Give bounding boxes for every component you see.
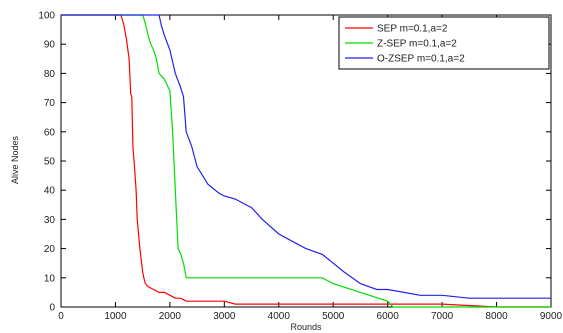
x-tick-label: 7000: [431, 311, 454, 322]
series-line-2: [61, 14, 551, 308]
y-tick-label: 0: [49, 303, 55, 314]
y-axis-label: Alive Nodes: [10, 135, 20, 184]
x-tick-label: 3000: [213, 311, 236, 322]
y-tick-label: 20: [44, 244, 56, 255]
legend-label-3: O-ZSEP m=0.1,a=2: [377, 54, 465, 65]
y-tick-label: 90: [44, 40, 56, 51]
legend: SEP m=0.1,a=2 Z-SEP m=0.1,a=2 O-ZSEP m=0.1…: [338, 16, 550, 70]
y-tick-label: 100: [38, 11, 55, 22]
y-tick-label: 80: [44, 69, 56, 80]
x-tick-label: 6000: [377, 311, 400, 322]
x-tick-label: 9000: [540, 311, 563, 322]
legend-label-2: Z-SEP m=0.1,a=2: [377, 39, 457, 50]
series-line-3: [61, 14, 551, 299]
series-lines: [61, 14, 551, 308]
x-tick-label: 8000: [485, 311, 508, 322]
x-axis-label: Rounds: [290, 322, 322, 332]
axis-ticks: 0 1000 2000 3000 4000 5000 6000 7000 8000 9000 0 10…: [38, 11, 562, 323]
y-tick-label: 40: [44, 186, 56, 197]
y-tick-label: 60: [44, 127, 56, 138]
y-tick-label: 30: [44, 215, 56, 226]
y-tick-label: 50: [44, 157, 56, 168]
legend-label-1: SEP m=0.1,a=2: [377, 24, 448, 35]
x-tick-label: 1000: [104, 311, 127, 322]
x-tick-label: 4000: [268, 311, 291, 322]
x-tick-label: 0: [58, 311, 64, 322]
legend-box: [338, 16, 550, 70]
x-tick-label: 2000: [159, 311, 182, 322]
series-line-1: [61, 14, 551, 308]
y-tick-label: 10: [44, 273, 56, 284]
y-tick-label: 70: [44, 98, 56, 109]
x-tick-label: 5000: [322, 311, 345, 322]
